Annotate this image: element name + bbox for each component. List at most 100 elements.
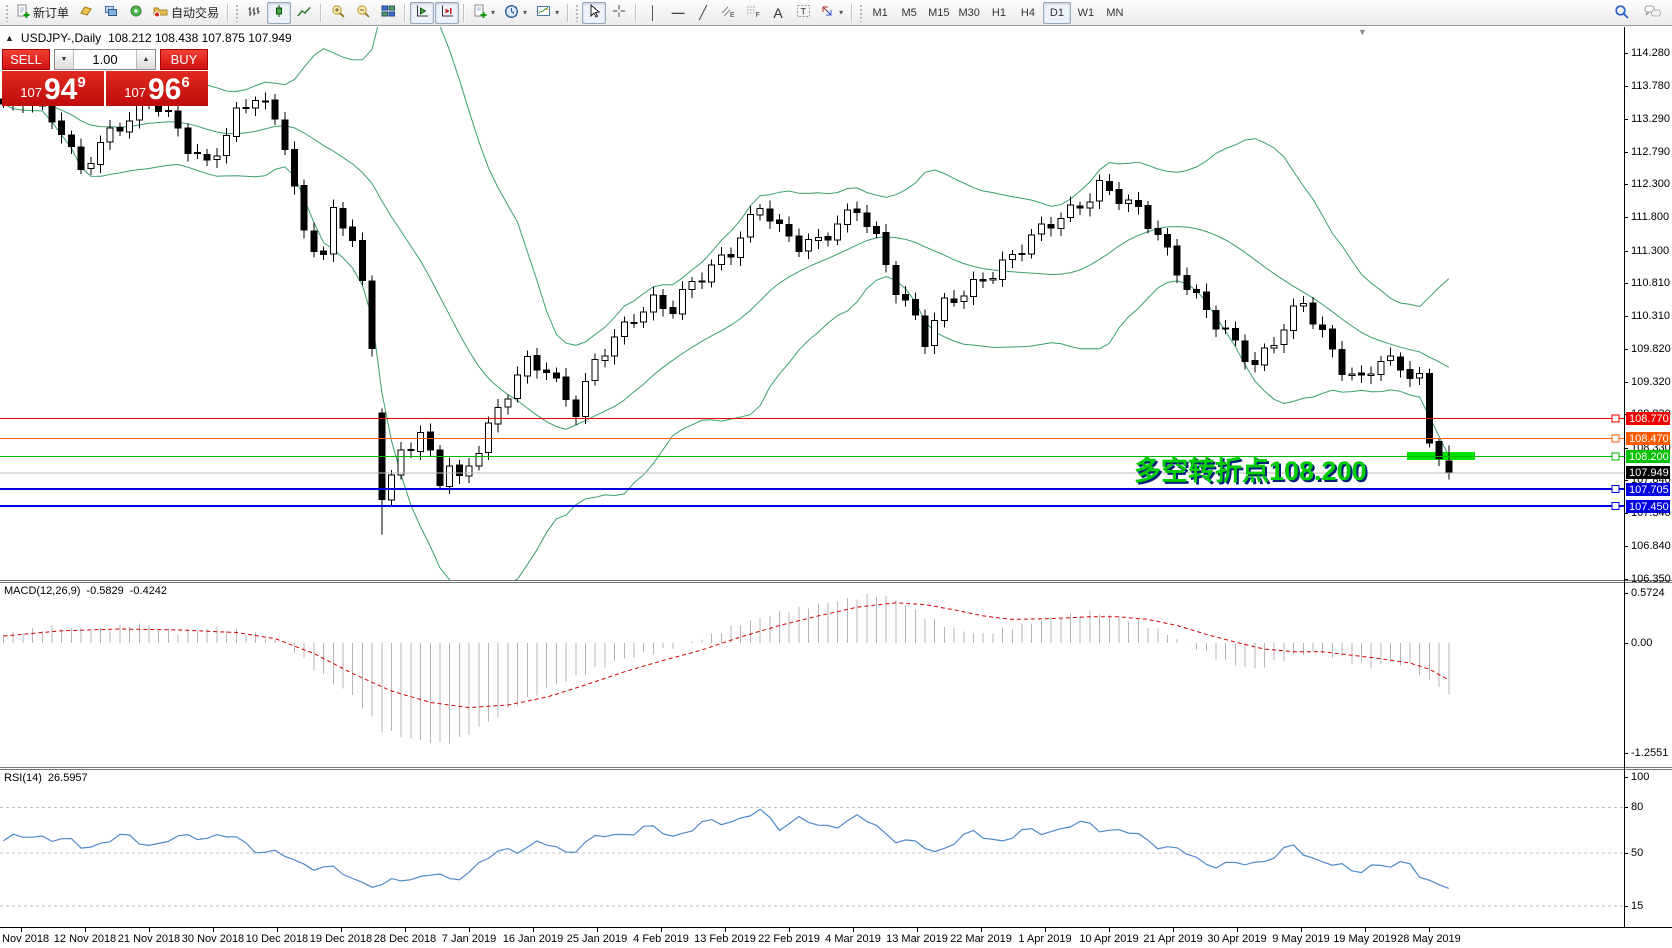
timeframe-h1-button[interactable]: H1	[991, 6, 1006, 19]
market-watch-button[interactable]	[99, 2, 123, 24]
date-label: 28 May 2019	[1397, 933, 1461, 945]
price-tick-label: 112.790	[1631, 146, 1670, 158]
bollinger-band-upper	[3, 27, 1450, 346]
macd-axis-label: -1.2551	[1631, 747, 1669, 759]
cursor-button[interactable]	[582, 1, 607, 24]
fibonacci-icon: F	[745, 4, 761, 21]
indicators-button[interactable]: ▾	[469, 2, 499, 24]
price-tick-label: 113.290	[1631, 113, 1670, 125]
date-tick	[917, 928, 918, 932]
chat-button[interactable]	[1640, 2, 1666, 24]
scroll-to-end-marker[interactable]: ▼	[1358, 27, 1367, 37]
arrows-button[interactable]: ▾	[816, 2, 847, 24]
price-tick-label: 106.350	[1631, 573, 1671, 585]
panel-separator[interactable]	[0, 580, 1672, 583]
volume-down-button[interactable]: ▼	[55, 50, 74, 69]
bar-chart-button[interactable]	[242, 2, 266, 24]
text-label-button[interactable]: T	[791, 2, 815, 24]
toolbar-grip	[5, 3, 9, 22]
rsi-axis-label: 50	[1631, 847, 1644, 859]
trendline-icon: ╱	[699, 4, 707, 20]
candlestick-chart-button[interactable]	[267, 1, 292, 24]
vertical-line-button[interactable]: │	[641, 2, 665, 24]
macd-tick-mark	[1624, 643, 1628, 644]
timeframe-h4-button[interactable]: H4	[1020, 6, 1035, 19]
volume-up-button[interactable]: ▲	[136, 50, 155, 69]
price-tick-mark	[1624, 546, 1628, 547]
main-toolbar: 新订单 自动交易	[0, 0, 1672, 26]
price-tick-mark	[1624, 217, 1628, 218]
arrows-dropdown-caret[interactable]: ▾	[839, 8, 844, 17]
line-handle[interactable]	[1611, 485, 1620, 494]
line-handle[interactable]	[1611, 502, 1620, 510]
sell-price-display[interactable]: 107 94 9	[2, 71, 104, 106]
price-tick-label: 110.310	[1631, 310, 1670, 322]
timeframe-mn-button[interactable]: MN	[1106, 6, 1124, 19]
periods-dropdown-caret[interactable]: ▾	[523, 8, 528, 17]
svg-text:F: F	[756, 12, 760, 18]
auto-scroll-button[interactable]	[410, 1, 435, 24]
timeframe-m30-button[interactable]: M30	[958, 6, 980, 19]
main-chart-canvas[interactable]	[0, 27, 1624, 580]
crosshair-icon	[612, 4, 626, 21]
date-label: 1 Apr 2019	[1018, 933, 1072, 945]
equidistant-channel-button[interactable]: E	[716, 2, 740, 24]
macd-panel-canvas[interactable]	[0, 583, 1624, 767]
timeframe-m15-button[interactable]: M15	[928, 6, 950, 19]
chart-shift-icon	[440, 4, 454, 21]
date-tick	[725, 928, 726, 932]
chart-text-annotation[interactable]: 多空转折点108.200	[1134, 456, 1367, 486]
date-label: 13 Mar 2019	[886, 933, 948, 945]
tile-windows-button[interactable]	[376, 2, 400, 24]
line-handle[interactable]	[1611, 452, 1620, 461]
horizontal-line-button[interactable]: —	[666, 2, 690, 24]
buy-price-display[interactable]: 107 96 6	[106, 71, 208, 106]
date-tick	[405, 928, 406, 932]
line-handle[interactable]	[1611, 434, 1620, 443]
panel-separator[interactable]	[0, 767, 1672, 770]
templates-dropdown-caret[interactable]: ▾	[555, 8, 560, 17]
rsi-name: RSI(14)	[4, 772, 42, 784]
sell-button[interactable]: SELL	[2, 49, 50, 70]
price-tick-label: 114.280	[1631, 47, 1670, 59]
trendline-button[interactable]: ╱	[691, 2, 715, 24]
timeframe-m5-button[interactable]: M5	[901, 6, 917, 19]
crosshair-button[interactable]	[607, 2, 631, 24]
templates-button[interactable]: ▾	[532, 2, 563, 24]
line-handle[interactable]	[1611, 414, 1620, 423]
rsi-tick-mark	[1624, 853, 1628, 854]
date-tick	[981, 928, 982, 932]
rsi-tick-mark	[1624, 906, 1628, 907]
line-chart-button[interactable]	[292, 2, 316, 24]
zoom-out-button[interactable]	[351, 2, 375, 24]
date-label: 25 Jan 2019	[566, 933, 628, 945]
zoom-in-button[interactable]	[326, 2, 350, 24]
indicators-dropdown-caret[interactable]: ▾	[491, 8, 496, 17]
timeframe-d1-button[interactable]: D1	[1042, 1, 1071, 24]
price-level-label: 108.770	[1626, 412, 1670, 425]
timeframe-m1-button[interactable]: M1	[872, 6, 888, 19]
metaeditor-button[interactable]	[74, 2, 98, 24]
rsi-panel-canvas[interactable]	[0, 770, 1624, 927]
collapse-icon[interactable]: ▲	[5, 33, 14, 43]
toolbar-separator	[463, 3, 466, 22]
signals-button[interactable]	[124, 2, 148, 24]
price-tick-mark	[1624, 86, 1628, 87]
search-button[interactable]	[1610, 2, 1634, 24]
timeframe-w1-button[interactable]: W1	[1077, 6, 1095, 19]
periods-button[interactable]: ▾	[500, 2, 531, 24]
equidistant-channel-icon: E	[720, 4, 736, 21]
new-order-icon	[16, 4, 30, 21]
signals-icon	[129, 4, 143, 21]
volume-input[interactable]	[74, 50, 136, 69]
chart-shift-button[interactable]	[435, 1, 460, 24]
price-axis[interactable]: 114.280 113.780 113.290 112.790 112.300 111.8…	[1624, 27, 1672, 927]
new-order-button[interactable]: 新订单	[12, 2, 73, 24]
fibonacci-button[interactable]: F	[741, 2, 765, 24]
buy-button[interactable]: BUY	[160, 49, 208, 70]
text-button[interactable]: A	[766, 2, 790, 24]
autotrading-button[interactable]: 自动交易	[149, 2, 223, 24]
candlestick-chart-icon	[272, 4, 286, 21]
auto-scroll-icon	[415, 4, 429, 21]
